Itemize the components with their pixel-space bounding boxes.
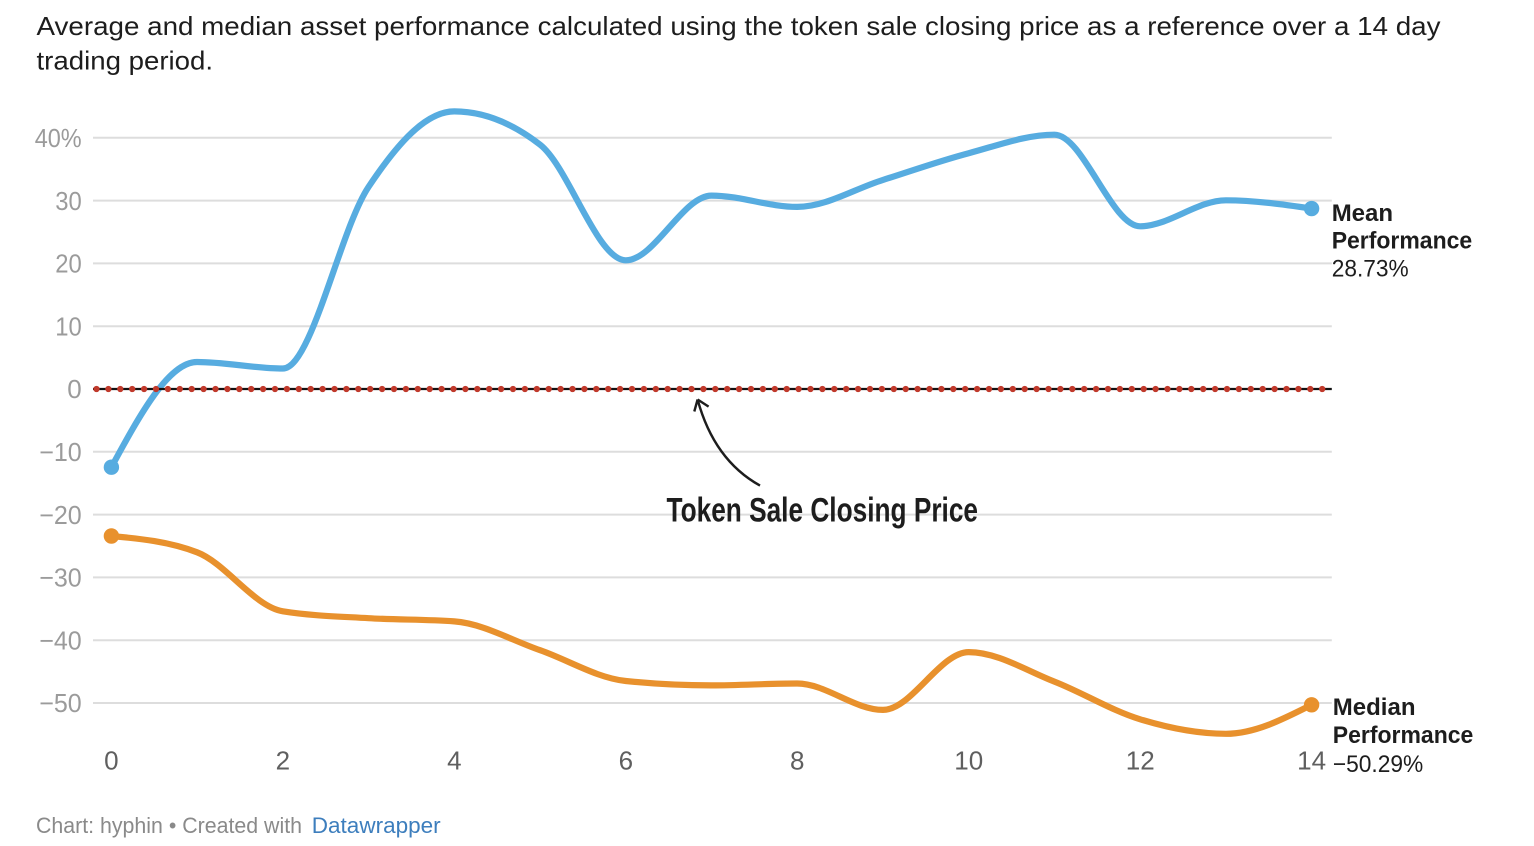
- svg-text:6: 6: [619, 746, 633, 776]
- svg-text:−20: −20: [39, 500, 82, 530]
- svg-text:Mean: Mean: [1332, 200, 1393, 227]
- svg-text:Median: Median: [1333, 694, 1416, 721]
- svg-text:14: 14: [1297, 746, 1326, 776]
- svg-text:Average and median asset perfo: Average and median asset performance cal…: [37, 11, 1441, 41]
- svg-text:−50.29%: −50.29%: [1333, 751, 1424, 778]
- svg-text:0: 0: [104, 746, 118, 776]
- svg-text:40%: 40%: [35, 123, 82, 153]
- svg-text:20: 20: [55, 249, 82, 279]
- svg-text:0: 0: [67, 374, 81, 404]
- svg-text:4: 4: [447, 746, 461, 776]
- svg-text:2: 2: [276, 746, 290, 776]
- svg-text:Datawrapper: Datawrapper: [312, 813, 441, 838]
- svg-text:−40: −40: [39, 625, 82, 655]
- svg-text:Chart: hyphin • Created with: Chart: hyphin • Created with: [36, 813, 302, 838]
- svg-text:10: 10: [55, 311, 82, 341]
- svg-text:28.73%: 28.73%: [1332, 255, 1409, 282]
- svg-text:12: 12: [1126, 746, 1155, 776]
- svg-text:Token Sale Closing Price: Token Sale Closing Price: [667, 492, 979, 530]
- svg-text:−30: −30: [39, 563, 82, 593]
- svg-text:10: 10: [954, 746, 983, 776]
- svg-text:−50: −50: [39, 688, 82, 718]
- svg-text:30: 30: [55, 186, 82, 216]
- svg-text:Performance: Performance: [1333, 722, 1474, 749]
- svg-text:8: 8: [790, 746, 804, 776]
- svg-text:Performance: Performance: [1332, 227, 1473, 254]
- svg-text:−10: −10: [39, 437, 82, 467]
- svg-text:trading period.: trading period.: [37, 45, 214, 75]
